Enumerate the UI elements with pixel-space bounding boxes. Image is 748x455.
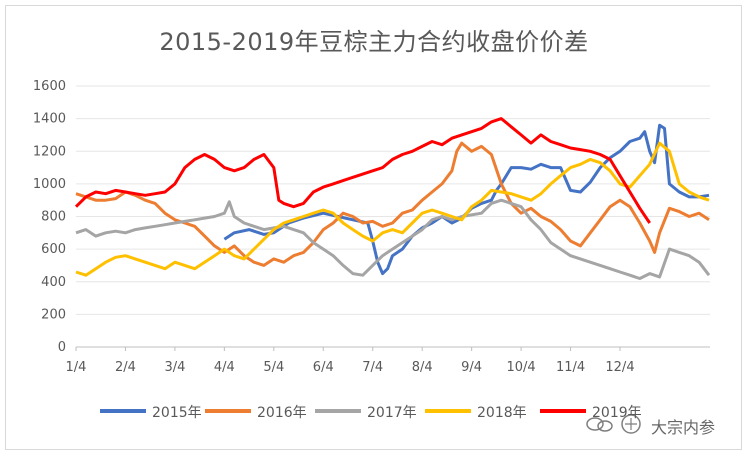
y-tick-label: 1000 bbox=[33, 177, 66, 192]
x-tick-label: 4/4 bbox=[214, 360, 235, 375]
series-line bbox=[75, 141, 710, 277]
y-tick-label: 1600 bbox=[33, 79, 66, 94]
series-line bbox=[223, 123, 710, 276]
y-tick-label: 200 bbox=[41, 307, 66, 322]
x-tick-label: 1/4 bbox=[66, 360, 87, 375]
x-tick-label: 12/4 bbox=[605, 360, 634, 375]
x-tick-label: 6/4 bbox=[313, 360, 334, 375]
legend-label: 2019年 bbox=[592, 405, 642, 421]
legend-label: 2016年 bbox=[257, 405, 307, 421]
series-line bbox=[74, 117, 651, 224]
x-tick-label: 10/4 bbox=[506, 360, 535, 375]
x-tick-label: 11/4 bbox=[556, 360, 585, 375]
y-tick-label: 0 bbox=[58, 340, 66, 355]
chart-frame bbox=[5, 5, 742, 450]
x-tick-label: 9/4 bbox=[461, 360, 482, 375]
legend-label: 2018年 bbox=[477, 405, 527, 421]
x-tick-label: 8/4 bbox=[412, 360, 433, 375]
legend-swatch bbox=[205, 409, 251, 413]
y-tick-label: 1400 bbox=[33, 112, 66, 127]
legend-swatch bbox=[425, 409, 471, 413]
legend-swatch bbox=[100, 409, 146, 413]
series-line bbox=[75, 141, 710, 267]
x-tick-label: 2/4 bbox=[115, 360, 136, 375]
y-tick-label: 600 bbox=[41, 242, 66, 257]
watermark-text: 大宗内参 bbox=[651, 418, 716, 437]
x-tick-label: 3/4 bbox=[164, 360, 185, 375]
chart-legend: 2015年 2016年 2017年 2018年 2019年 bbox=[100, 400, 660, 422]
wechat-logo-icon bbox=[586, 414, 641, 434]
legend-swatch bbox=[540, 409, 586, 413]
legend-swatch bbox=[315, 409, 361, 413]
legend-label: 2017年 bbox=[367, 405, 417, 421]
series-line bbox=[75, 198, 711, 280]
x-tick-label: 5/4 bbox=[263, 360, 284, 375]
y-tick-label: 400 bbox=[41, 275, 66, 290]
watermark: 大宗内参 bbox=[585, 410, 745, 440]
y-tick-label: 800 bbox=[41, 210, 66, 225]
legend-label: 2015年 bbox=[152, 405, 202, 421]
chart-title: 2015-2019年豆棕主力合约收盘价价差 bbox=[159, 28, 589, 56]
y-tick-label: 1200 bbox=[33, 144, 66, 159]
x-tick-label: 7/4 bbox=[362, 360, 383, 375]
